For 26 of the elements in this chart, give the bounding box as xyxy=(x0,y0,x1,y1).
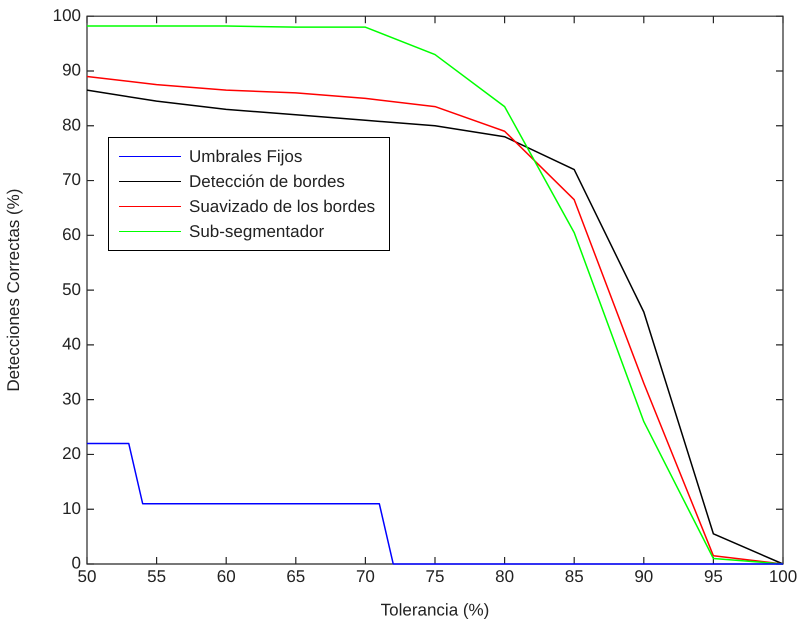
y-tick-label: 90 xyxy=(62,60,81,80)
x-tick-label: 100 xyxy=(768,566,798,586)
y-axis-title: Detecciones Correctas (%) xyxy=(4,188,23,392)
x-tick-label: 70 xyxy=(356,566,375,586)
y-tick-label: 100 xyxy=(52,6,81,25)
y-tick-label: 50 xyxy=(62,280,81,299)
legend-label: Sub-segmentador xyxy=(189,222,324,242)
x-tick-label: 60 xyxy=(216,566,236,586)
y-tick-label: 40 xyxy=(62,334,81,354)
legend-label: Detección de bordes xyxy=(189,172,345,192)
x-axis-title: Tolerancia (%) xyxy=(380,600,490,620)
y-tick-label: 60 xyxy=(62,225,81,244)
y-tick-label: 30 xyxy=(62,389,81,408)
x-tick-label: 80 xyxy=(495,566,514,586)
x-tick-label: 85 xyxy=(564,566,584,586)
y-tick-label: 80 xyxy=(62,115,81,134)
legend-label: Umbrales Fijos xyxy=(189,146,302,167)
x-tick-label: 75 xyxy=(426,566,444,586)
x-tick-label: 90 xyxy=(634,566,654,586)
x-tick-label: 55 xyxy=(147,566,166,586)
y-tick-label: 10 xyxy=(62,498,81,518)
y-tick-label: 70 xyxy=(62,170,81,190)
x-tick-label: 95 xyxy=(704,566,723,586)
x-tick-label: 65 xyxy=(286,566,306,586)
y-tick-label: 20 xyxy=(62,444,81,464)
legend-label: Suavizado de los bordes xyxy=(189,196,376,217)
